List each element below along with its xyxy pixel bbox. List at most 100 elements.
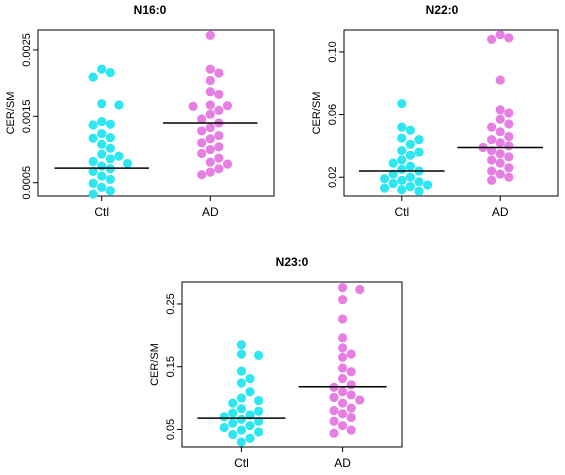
data-point [487,34,497,44]
data-point [236,393,246,403]
data-point [236,414,246,424]
data-point [388,169,398,179]
data-point [379,174,390,184]
data-point [245,374,255,384]
data-point [397,145,407,156]
data-point [338,374,348,384]
data-point [487,145,497,156]
data-point [329,406,339,416]
data-point [88,178,98,188]
data-point [405,125,415,135]
data-point [346,390,356,400]
data-point [236,378,246,388]
data-point [114,100,124,110]
data-point [214,89,224,100]
data-point [205,144,215,155]
data-point [97,171,107,181]
data-point [88,133,98,143]
data-point [88,166,98,177]
data-point [346,380,356,390]
data-point [495,30,505,40]
data-point [495,138,505,148]
y-tick-label: 0.0005 [21,166,33,200]
data-point [214,68,224,78]
y-tick-label: 0.05 [165,419,177,440]
data-point [504,172,514,182]
data-point [228,398,238,408]
data-point [388,178,398,189]
data-point [414,177,424,187]
data-point [105,119,115,129]
data-point [222,101,233,111]
data-point [495,169,505,179]
data-point [254,427,264,437]
data-point [388,158,398,168]
data-point [245,421,255,431]
data-point [205,64,215,74]
y-tick-label: 0.06 [327,104,339,125]
data-point [214,164,224,174]
data-point [228,429,238,440]
data-point [197,114,207,124]
data-point [338,314,348,324]
data-point [495,114,505,124]
data-point [504,33,514,43]
x-tick-label: AD [334,456,351,470]
chart-title: N23:0 [276,255,309,269]
data-point [205,157,215,167]
data-point [236,349,246,359]
data-point [254,406,264,416]
data-point [214,105,224,115]
data-point [105,174,115,184]
data-point [414,135,424,145]
data-point [219,412,229,422]
data-point [487,135,497,145]
data-point [397,155,407,165]
data-point [504,131,514,142]
data-point [405,150,415,160]
data-point [245,433,255,443]
data-point [197,138,207,148]
data-point [495,149,505,159]
y-tick-label: 0.25 [165,293,177,314]
y-tick-label: 0.0025 [21,33,33,67]
data-point [236,425,246,435]
data-point [346,367,356,377]
data-point [105,186,115,196]
y-axis-label: CER/SM [149,343,161,386]
data-point [236,366,246,376]
data-point [105,67,115,78]
data-point [236,340,246,350]
data-point [197,170,207,180]
chart-panel: N16:0 0.0005 0.0015 0.0025 CER/SM Ctl AD [5,3,275,219]
data-point [205,100,215,110]
y-tick-label: 0.10 [327,41,339,62]
data-point [405,172,415,182]
chart-panel: N23:0 0.05 0.15 0.25 CER/SM Ctl AD [149,255,403,470]
data-point [397,99,407,109]
y-axis-label: CER/SM [311,92,323,135]
data-point [329,392,339,403]
x-tick-label: Ctl [94,205,109,219]
data-point [397,175,407,185]
data-point [205,87,215,97]
data-point [105,154,115,164]
data-point [188,101,198,111]
data-point [88,189,98,199]
data-point [122,158,133,169]
data-point [329,416,339,426]
data-point [338,283,348,293]
data-point [495,158,505,168]
data-point [88,156,98,167]
data-point [228,408,238,418]
data-point [205,75,215,86]
data-point [197,126,207,136]
data-point [397,122,407,132]
data-point [346,412,356,423]
data-point [236,437,246,447]
data-point [495,127,505,137]
data-point [495,105,505,115]
x-tick-label: AD [492,205,509,219]
data-point [346,403,356,413]
